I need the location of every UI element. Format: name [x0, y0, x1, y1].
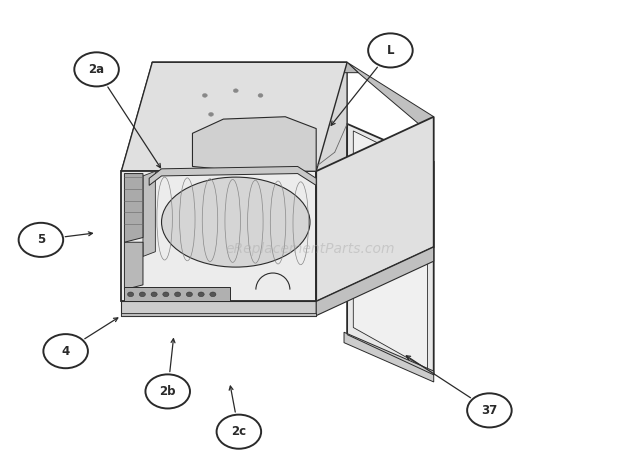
Text: 37: 37 — [481, 404, 497, 417]
Circle shape — [74, 52, 119, 86]
Circle shape — [368, 33, 413, 67]
Circle shape — [198, 292, 204, 297]
Circle shape — [140, 292, 146, 297]
Polygon shape — [347, 62, 434, 127]
Text: 5: 5 — [37, 233, 45, 247]
Text: 2c: 2c — [231, 425, 246, 438]
Text: 4: 4 — [61, 345, 70, 358]
Circle shape — [208, 113, 213, 116]
Polygon shape — [153, 62, 358, 73]
Polygon shape — [125, 242, 143, 290]
Polygon shape — [192, 117, 316, 171]
Text: 2b: 2b — [159, 385, 176, 398]
Text: eReplacementParts.com: eReplacementParts.com — [225, 242, 395, 256]
Polygon shape — [125, 287, 229, 302]
Polygon shape — [344, 332, 434, 382]
Circle shape — [202, 94, 207, 97]
Ellipse shape — [162, 177, 310, 267]
Polygon shape — [125, 173, 143, 242]
Polygon shape — [153, 62, 347, 192]
Circle shape — [186, 292, 192, 297]
Text: 2a: 2a — [89, 63, 105, 76]
Polygon shape — [316, 247, 434, 316]
Polygon shape — [316, 117, 434, 302]
Circle shape — [19, 223, 63, 257]
Circle shape — [146, 374, 190, 408]
Circle shape — [151, 292, 157, 297]
Circle shape — [210, 292, 216, 297]
Polygon shape — [122, 161, 316, 171]
Circle shape — [163, 292, 169, 297]
Polygon shape — [122, 171, 316, 302]
Circle shape — [258, 94, 263, 97]
Circle shape — [467, 393, 512, 428]
Text: L: L — [387, 44, 394, 57]
Polygon shape — [143, 171, 156, 256]
Circle shape — [216, 415, 261, 449]
Polygon shape — [353, 131, 428, 369]
Circle shape — [174, 292, 180, 297]
Circle shape — [233, 89, 238, 93]
Polygon shape — [347, 124, 434, 375]
Polygon shape — [122, 314, 316, 316]
Polygon shape — [122, 62, 164, 171]
Polygon shape — [149, 166, 316, 185]
Polygon shape — [122, 302, 316, 316]
Circle shape — [128, 292, 134, 297]
Circle shape — [43, 334, 88, 368]
Polygon shape — [122, 62, 347, 171]
